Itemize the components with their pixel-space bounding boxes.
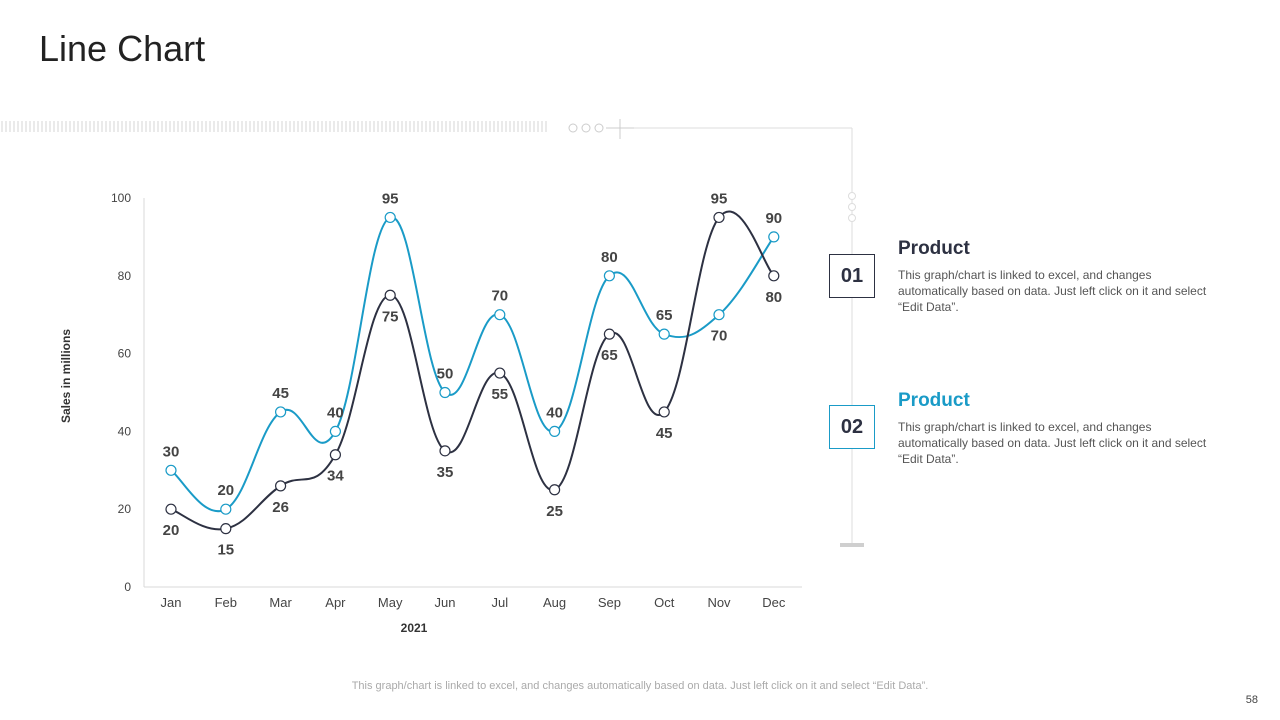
data-label-product-02: 70	[711, 328, 728, 345]
data-point-product-01	[165, 503, 177, 515]
data-point-product-02	[220, 503, 232, 515]
slide-title: Line Chart	[39, 28, 206, 69]
x-tick-label: Dec	[762, 595, 786, 610]
data-label-product-01: 55	[491, 386, 508, 403]
chart-lines	[170, 210, 775, 531]
legend-number-01: 01	[829, 254, 875, 298]
data-point-product-02	[548, 425, 561, 437]
data-label-product-01: 26	[272, 499, 289, 516]
data-point-product-02	[329, 425, 341, 437]
data-label-product-02: 95	[382, 190, 399, 207]
chart-data-labels: 20 30 15 20 26 45 34 40 75 95 35 50 55 70 25 40 65 80 45 65…	[163, 190, 782, 558]
data-point-product-01	[494, 367, 506, 379]
legend-title-01: Product	[898, 238, 970, 259]
y-tick-label: 100	[111, 191, 131, 205]
x-axis-ticks: Jan Feb Mar Apr May Jun Jul Aug Sep Oct Nov Dec	[161, 595, 786, 610]
x-tick-label: Feb	[215, 595, 237, 610]
data-label-product-02: 70	[491, 288, 508, 305]
legend-description-01: This graph/chart is linked to excel, and…	[898, 268, 1207, 314]
x-tick-label: Jul	[491, 595, 508, 610]
decorative-dot	[848, 214, 856, 222]
data-point-product-02	[384, 211, 396, 224]
decorative-timeline-base	[840, 543, 864, 547]
chart-axes	[143, 198, 802, 588]
data-label-product-01: 45	[656, 425, 673, 442]
decorative-dot	[594, 123, 604, 133]
x-tick-label: Aug	[543, 595, 566, 610]
data-point-product-02	[439, 386, 451, 399]
y-tick-label: 20	[118, 502, 132, 516]
data-label-product-01: 20	[163, 522, 180, 539]
data-label-product-01: 75	[382, 308, 399, 325]
decorative-tick-strip	[1, 121, 547, 132]
x-tick-label: May	[378, 595, 403, 610]
x-tick-label: Nov	[707, 595, 731, 610]
series-line-product-01	[170, 210, 775, 531]
legend-description-02: This graph/chart is linked to excel, and…	[898, 420, 1207, 466]
data-label-product-01: 65	[601, 347, 618, 364]
y-tick-label: 80	[118, 269, 132, 283]
data-label-product-01: 15	[217, 542, 234, 559]
decorative-dot	[848, 203, 856, 211]
data-point-product-01	[384, 289, 396, 301]
data-point-product-01	[658, 406, 670, 418]
data-label-product-01: 35	[437, 464, 454, 481]
x-tick-label: Mar	[269, 595, 292, 610]
data-point-product-01	[220, 523, 232, 535]
data-label-product-01: 34	[327, 468, 344, 485]
data-point-product-01	[768, 270, 780, 282]
data-label-product-02: 45	[272, 385, 289, 402]
data-point-product-02	[494, 309, 506, 321]
data-point-product-02	[713, 309, 725, 321]
data-point-product-02	[658, 328, 670, 340]
x-tick-label: Jan	[161, 595, 182, 610]
x-tick-label: Apr	[325, 595, 346, 610]
data-point-product-01	[548, 484, 561, 496]
chart-points	[165, 211, 780, 535]
data-point-product-02	[768, 231, 780, 243]
data-point-product-01	[275, 480, 287, 492]
data-label-product-02: 90	[765, 210, 782, 227]
data-point-product-01	[439, 445, 451, 457]
y-tick-label: 60	[118, 347, 132, 361]
data-label-product-02: 20	[217, 482, 234, 499]
data-point-product-02	[603, 270, 616, 282]
x-tick-label: Sep	[598, 595, 621, 610]
y-axis-title: Sales in millions	[59, 328, 73, 424]
data-label-product-02: 40	[546, 404, 563, 421]
data-label-product-02: 40	[327, 404, 344, 421]
y-tick-label: 40	[118, 424, 132, 438]
data-point-product-02	[165, 464, 177, 476]
data-label-product-02: 65	[656, 307, 673, 324]
legend-number-02: 02	[829, 405, 875, 449]
decorative-dot	[848, 192, 856, 200]
data-point-product-01	[713, 211, 725, 224]
decorative-dot	[581, 123, 591, 133]
x-tick-label: Oct	[654, 595, 675, 610]
decorative-dot	[568, 123, 578, 133]
legend-title-02: Product	[898, 390, 970, 411]
data-point-product-02	[275, 406, 287, 418]
data-point-product-01	[329, 449, 341, 461]
data-label-product-02: 30	[163, 443, 180, 460]
data-label-product-01: 25	[546, 503, 563, 520]
page-number: 58	[1245, 694, 1258, 706]
x-tick-label: Jun	[435, 595, 456, 610]
x-axis-title: 2021	[400, 621, 428, 635]
data-label-product-01: 80	[765, 289, 782, 306]
series-line-product-02	[170, 216, 775, 513]
data-label-product-02: 80	[601, 249, 618, 266]
y-tick-label: 0	[124, 580, 131, 594]
data-label-product-01: 95	[711, 190, 728, 207]
data-point-product-01	[603, 328, 616, 340]
footer-note: This graph/chart is linked to excel, and…	[351, 680, 929, 692]
y-axis-ticks: 0 20 40 60 80 100	[111, 191, 131, 594]
data-label-product-02: 50	[437, 366, 454, 383]
